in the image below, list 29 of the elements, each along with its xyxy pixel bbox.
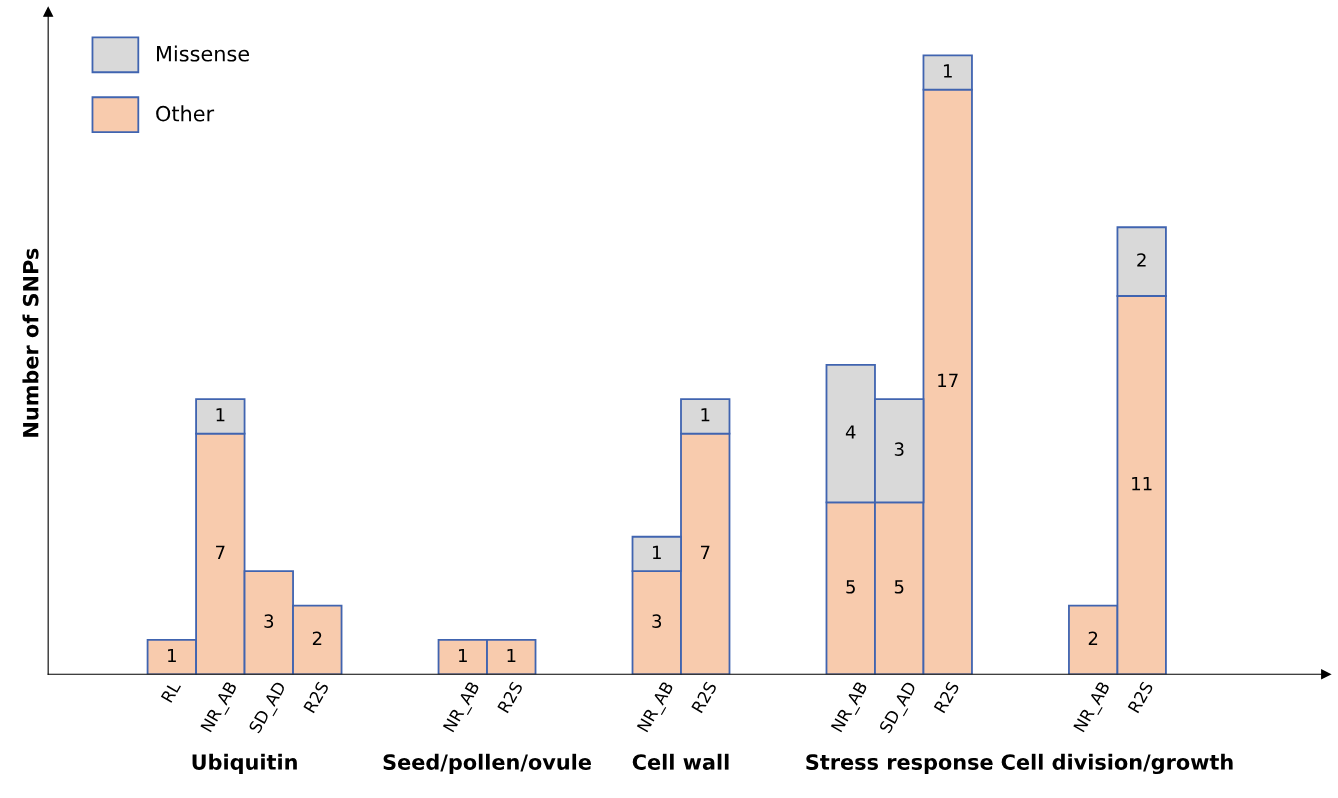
data-label: 1 [507, 648, 516, 663]
data-label: 11 [1132, 476, 1152, 491]
data-label: 1 [216, 408, 225, 422]
data-label: 4 [845, 425, 856, 439]
data-label: 2 [1137, 253, 1146, 267]
data-label: 5 [846, 580, 855, 594]
x-tick-label: RL [160, 680, 181, 703]
text: Cell wall [632, 753, 729, 770]
data-label: 5 [894, 580, 904, 594]
data-label: 1 [701, 408, 710, 422]
y-axis-title: Number of SNPs [22, 248, 39, 437]
text: Cell division/growth [1001, 753, 1233, 775]
data-label: 2 [312, 631, 322, 645]
text: Seed/pollen/ovule [383, 753, 591, 774]
data-label: 3 [652, 614, 662, 628]
data-label: 1 [943, 64, 952, 78]
text: Stress response [806, 754, 993, 774]
data-label: 1 [652, 545, 661, 559]
data-label: 7 [216, 545, 225, 559]
data-label: 3 [894, 442, 904, 457]
data-label: 17 [938, 373, 958, 387]
data-label: 1 [459, 648, 467, 663]
legend-label: Other [156, 105, 215, 122]
legend-label: Missense [157, 45, 250, 62]
text: Ubiquitin [192, 753, 297, 774]
data-label: 7 [700, 545, 710, 559]
data-label: 1 [168, 648, 176, 663]
data-label: 3 [264, 614, 274, 628]
data-label: 2 [1088, 631, 1098, 645]
